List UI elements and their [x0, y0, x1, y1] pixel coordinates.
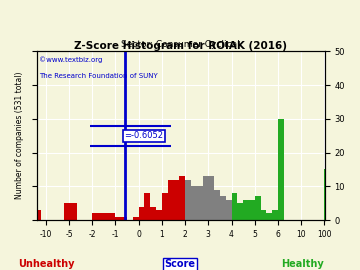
Bar — [150, 207, 156, 220]
Bar — [191, 186, 197, 220]
Bar — [203, 176, 208, 220]
Bar — [249, 200, 255, 220]
Bar — [185, 180, 191, 220]
Text: Sector: Consumer Cyclical: Sector: Consumer Cyclical — [121, 40, 240, 49]
Bar — [36, 210, 41, 220]
Bar — [243, 200, 249, 220]
Text: The Research Foundation of SUNY: The Research Foundation of SUNY — [39, 73, 158, 79]
Bar — [208, 176, 214, 220]
Text: Healthy: Healthy — [281, 259, 324, 269]
Y-axis label: Number of companies (531 total): Number of companies (531 total) — [15, 72, 24, 200]
Bar — [162, 193, 168, 220]
Bar — [266, 213, 272, 220]
Bar — [64, 203, 69, 220]
Bar — [220, 197, 226, 220]
Text: Score: Score — [165, 259, 195, 269]
Bar — [69, 203, 77, 220]
Bar — [168, 180, 174, 220]
Bar — [255, 197, 261, 220]
Bar — [92, 213, 116, 220]
Bar — [156, 210, 162, 220]
Bar — [133, 217, 139, 220]
Bar — [278, 119, 284, 220]
Bar — [179, 176, 185, 220]
Bar — [214, 190, 220, 220]
Title: Z-Score Histogram for ROIAK (2016): Z-Score Histogram for ROIAK (2016) — [74, 41, 287, 51]
Bar — [237, 203, 243, 220]
Bar — [116, 217, 127, 220]
Text: =-0.6052: =-0.6052 — [125, 131, 163, 140]
Bar — [261, 210, 266, 220]
Bar — [272, 210, 278, 220]
Bar — [197, 186, 203, 220]
Bar — [174, 180, 179, 220]
Bar — [139, 207, 144, 220]
Text: ©www.textbiz.org: ©www.textbiz.org — [39, 56, 103, 63]
Bar — [144, 193, 150, 220]
Bar — [231, 193, 237, 220]
Text: Unhealthy: Unhealthy — [19, 259, 75, 269]
Bar — [226, 200, 231, 220]
